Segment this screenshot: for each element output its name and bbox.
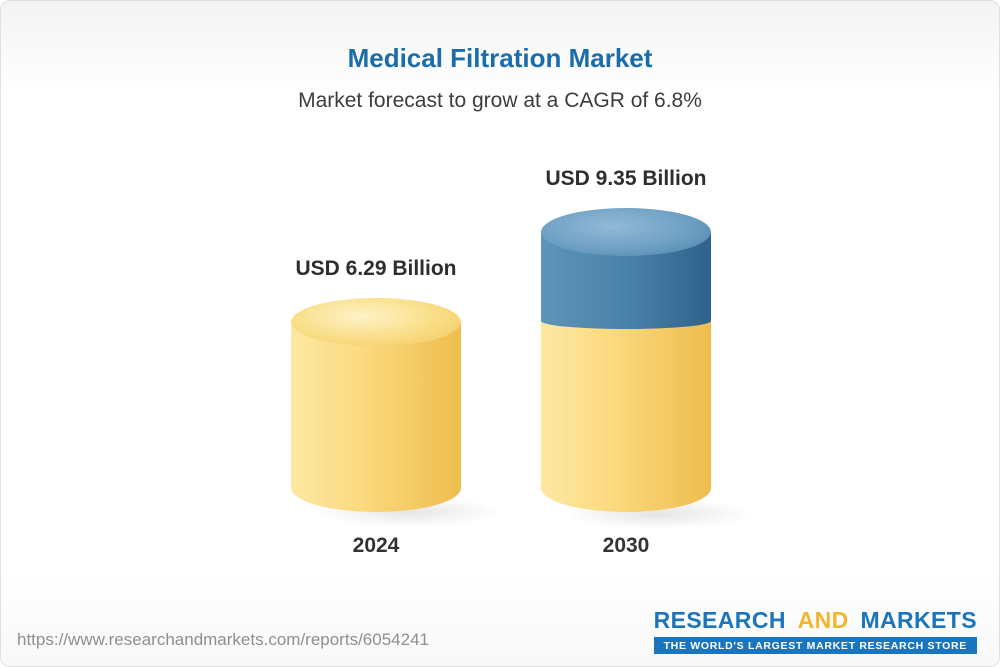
research-and-markets-logo: RESEARCH AND MARKETS THE WORLD'S LARGEST… [653, 607, 977, 654]
cylinder-top-ellipse [541, 208, 711, 256]
logo-word-and: AND [797, 607, 849, 633]
logo-wordmark: RESEARCH AND MARKETS [654, 607, 977, 634]
chart-title: Medical Filtration Market [347, 43, 653, 73]
logo-word-research: RESEARCH [653, 607, 786, 633]
x-axis-label-2024: 2024 [352, 534, 400, 557]
logo-tagline: THE WORLD'S LARGEST MARKET RESEARCH STOR… [653, 637, 977, 654]
cylinder-top-ellipse [291, 298, 461, 346]
cylinder-2030 [541, 208, 711, 512]
cylinder-body [291, 322, 461, 512]
cylinder-2024 [291, 298, 461, 512]
chart-subtitle: Market forecast to grow at a CAGR of 6.8… [298, 89, 702, 112]
footer-url[interactable]: https://www.researchandmarkets.com/repor… [17, 630, 429, 649]
value-label-2024: USD 6.29 Billion [295, 257, 457, 280]
logo-word-markets: MARKETS [860, 607, 977, 633]
x-axis-label-2030: 2030 [602, 534, 650, 557]
value-label-2030: USD 9.35 Billion [545, 167, 707, 190]
base-segment [541, 321, 711, 512]
